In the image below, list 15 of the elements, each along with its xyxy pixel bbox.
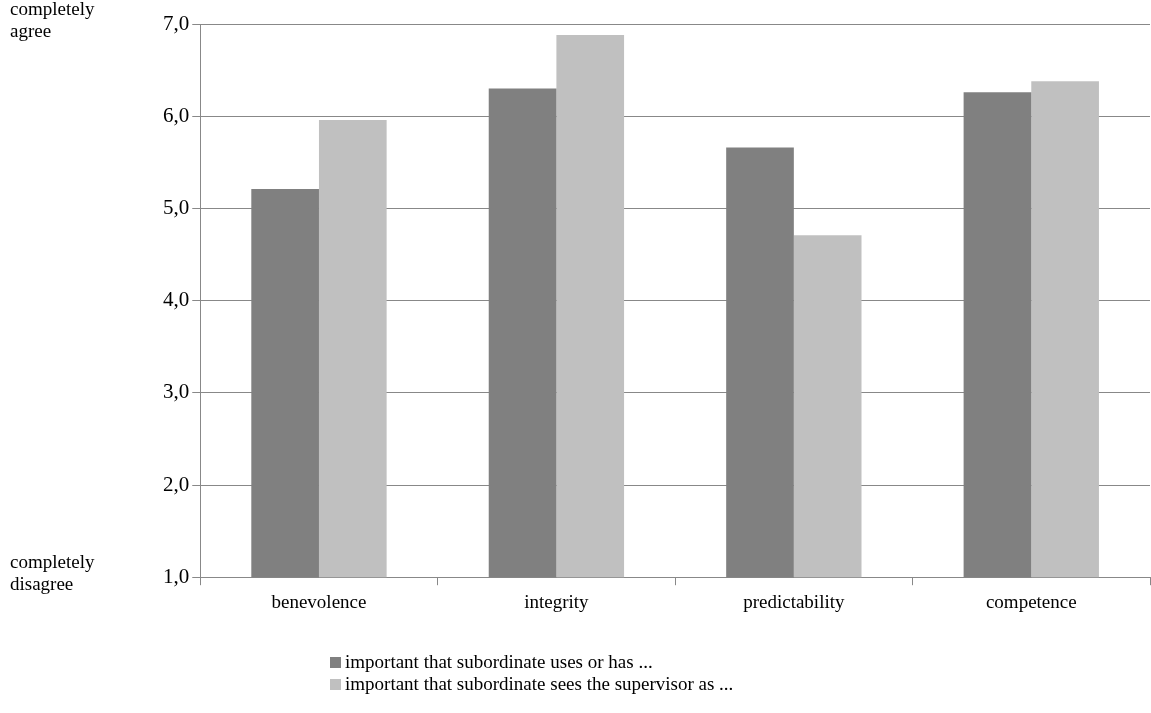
y-tick-label: 4,0 bbox=[163, 287, 190, 312]
text: completely disagree bbox=[10, 551, 96, 596]
legend-label: important that subordinate uses or has ... bbox=[345, 651, 653, 673]
x-tick-label: predictability bbox=[743, 590, 845, 612]
y-tick-label: 6,0 bbox=[163, 102, 190, 127]
y-tick-label: 5,0 bbox=[163, 194, 190, 219]
x-tick-label: competence bbox=[985, 590, 1077, 612]
legend-label: important that subordinate sees the supervisor as ... bbox=[345, 673, 734, 695]
x-tick-label: benevolence bbox=[271, 590, 367, 612]
text: completely agree bbox=[10, 0, 96, 42]
y-tick-label: 1,0 bbox=[163, 563, 190, 588]
y-tick-label: 7,0 bbox=[163, 10, 190, 35]
y-tick-label: 2,0 bbox=[163, 471, 190, 496]
x-tick-label: integrity bbox=[524, 590, 590, 612]
y-tick-label: 3,0 bbox=[163, 379, 190, 404]
